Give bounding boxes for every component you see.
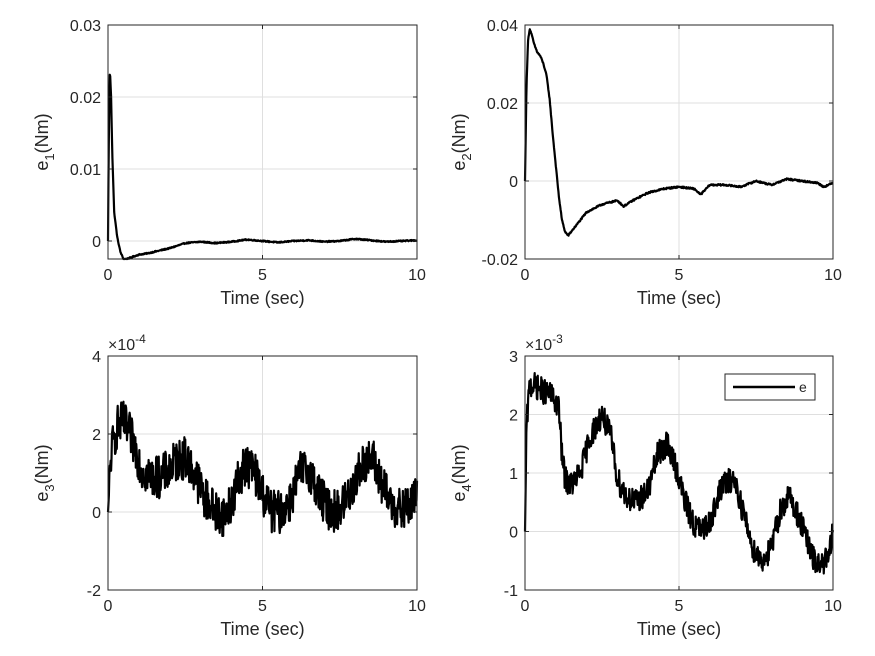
- y-tick-label: 2: [509, 408, 518, 425]
- y-tick-label: 2: [92, 427, 101, 444]
- x-axis-label: Time (sec): [220, 288, 304, 308]
- y-tick-label: 0.03: [70, 18, 101, 35]
- data-series-e3: [106, 400, 419, 538]
- x-tick-label: 0: [104, 598, 113, 615]
- x-tick-label: 10: [824, 598, 842, 615]
- x-tick-label: 5: [675, 267, 684, 284]
- y-tick-label: 0.01: [70, 162, 101, 179]
- y-tick-label: 0: [92, 234, 101, 251]
- x-tick-label: 10: [408, 267, 426, 284]
- x-tick-label: 0: [521, 598, 530, 615]
- y-tick-label: -2: [87, 583, 101, 600]
- y-tick-label: -0.02: [482, 252, 519, 269]
- y-tick-label: -1: [504, 583, 518, 600]
- data-series-e: [523, 371, 835, 575]
- y-tick-label: 0.02: [487, 96, 518, 113]
- x-tick-label: 5: [675, 598, 684, 615]
- data-series-e1: [106, 73, 418, 261]
- y-tick-label: 4: [92, 349, 101, 366]
- x-axis-label: Time (sec): [220, 619, 304, 639]
- exponent-label: ×10-4: [108, 332, 146, 354]
- y-tick-label: 0: [92, 505, 101, 522]
- x-axis-label: Time (sec): [637, 619, 721, 639]
- y-axis-label: e4(Nm): [449, 444, 474, 501]
- x-tick-label: 0: [521, 267, 530, 284]
- x-tick-label: 5: [258, 267, 267, 284]
- x-tick-label: 10: [408, 598, 426, 615]
- y-tick-label: 0.04: [487, 18, 518, 35]
- y-tick-label: 0.02: [70, 90, 101, 107]
- data-series-e2: [523, 28, 834, 237]
- y-tick-label: 3: [509, 349, 518, 366]
- exponent-label: ×10-3: [525, 332, 563, 354]
- y-axis-label: e2(Nm): [449, 113, 474, 170]
- x-tick-label: 5: [258, 598, 267, 615]
- y-tick-label: 0: [509, 525, 518, 542]
- x-tick-label: 0: [104, 267, 113, 284]
- y-axis-label: e3(Nm): [32, 444, 57, 501]
- y-tick-label: 1: [509, 466, 518, 483]
- y-axis-label: e1(Nm): [32, 113, 57, 170]
- legend: e: [724, 373, 816, 401]
- y-tick-label: 0: [509, 174, 518, 191]
- x-tick-label: 10: [824, 267, 842, 284]
- x-axis-label: Time (sec): [637, 288, 721, 308]
- subplot-1: 0 5 10 0 0.01 0.02 0.03 Time (sec) e1(Nm): [32, 18, 426, 308]
- legend-label: e: [799, 379, 807, 395]
